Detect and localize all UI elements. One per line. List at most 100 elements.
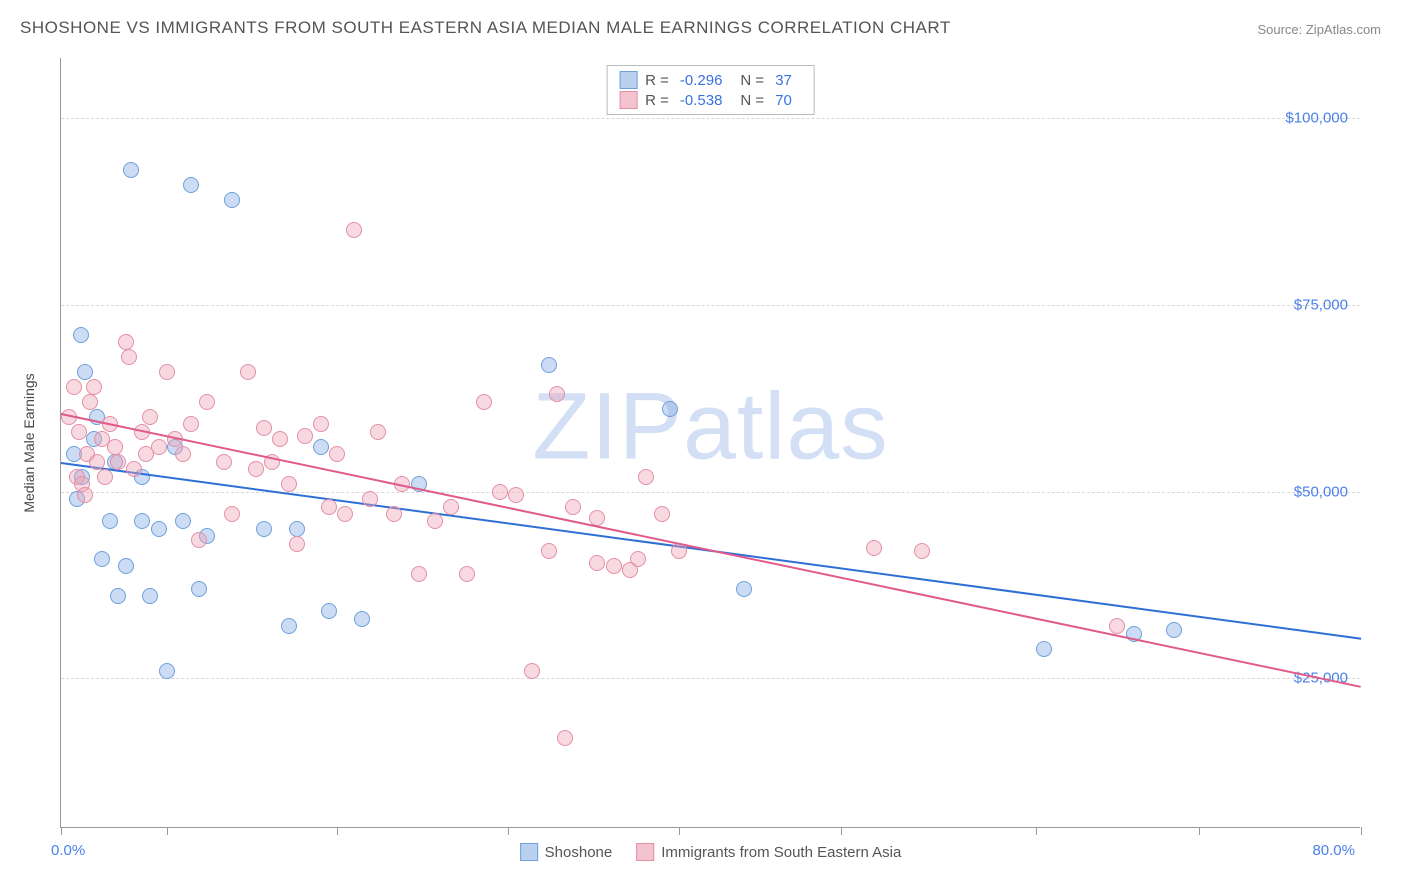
swatch-series-2-bottom [636, 843, 654, 861]
x-tick [1036, 827, 1037, 835]
x-tick [1199, 827, 1200, 835]
data-point [313, 439, 329, 455]
data-point [638, 469, 654, 485]
data-point [151, 521, 167, 537]
data-point [248, 461, 264, 477]
x-tick [508, 827, 509, 835]
gridline [61, 678, 1360, 679]
x-tick [679, 827, 680, 835]
gridline [61, 492, 1360, 493]
chart-title: SHOSHONE VS IMMIGRANTS FROM SOUTH EASTER… [20, 18, 951, 38]
data-point [151, 439, 167, 455]
legend-item-series-2: Immigrants from South Eastern Asia [636, 843, 901, 861]
x-tick [1361, 827, 1362, 835]
x-axis-min-label: 0.0% [51, 842, 85, 859]
data-point [508, 487, 524, 503]
data-point [1166, 622, 1182, 638]
legend-item-series-1: Shoshone [520, 843, 613, 861]
data-point [541, 543, 557, 559]
data-point [159, 364, 175, 380]
gridline [61, 118, 1360, 119]
data-point [134, 513, 150, 529]
data-point [386, 506, 402, 522]
data-point [89, 454, 105, 470]
x-tick [61, 827, 62, 835]
y-tick-label: $75,000 [1294, 296, 1348, 313]
data-point [191, 532, 207, 548]
data-point [443, 499, 459, 515]
y-tick-label: $100,000 [1285, 109, 1348, 126]
regression-line [61, 413, 1361, 688]
data-point [736, 581, 752, 597]
x-tick [337, 827, 338, 835]
data-point [82, 394, 98, 410]
data-point [362, 491, 378, 507]
data-point [557, 730, 573, 746]
data-point [606, 558, 622, 574]
data-point [411, 566, 427, 582]
data-point [329, 446, 345, 462]
data-point [159, 663, 175, 679]
data-point [654, 506, 670, 522]
data-point [589, 555, 605, 571]
data-point [565, 499, 581, 515]
data-point [272, 431, 288, 447]
data-point [256, 420, 272, 436]
data-point [662, 401, 678, 417]
data-point [123, 162, 139, 178]
data-point [121, 349, 137, 365]
data-point [73, 327, 89, 343]
data-point [97, 469, 113, 485]
data-point [313, 416, 329, 432]
data-point [77, 364, 93, 380]
data-point [289, 536, 305, 552]
plot-area: Median Male Earnings 0.0% 80.0% ZIPatlas… [60, 58, 1360, 828]
data-point [524, 663, 540, 679]
data-point [297, 428, 313, 444]
data-point [549, 386, 565, 402]
data-point [321, 499, 337, 515]
data-point [66, 379, 82, 395]
data-point [107, 439, 123, 455]
legend-series: Shoshone Immigrants from South Eastern A… [520, 843, 902, 861]
swatch-series-1 [619, 71, 637, 89]
data-point [118, 334, 134, 350]
data-point [86, 379, 102, 395]
data-point [337, 506, 353, 522]
y-axis-title: Median Male Earnings [21, 373, 37, 512]
data-point [224, 506, 240, 522]
data-point [142, 588, 158, 604]
data-point [589, 510, 605, 526]
data-point [77, 487, 93, 503]
swatch-series-2 [619, 91, 637, 109]
data-point [118, 558, 134, 574]
legend-row-series-2: R =-0.538 N =70 [619, 90, 802, 110]
legend-label-series-1: Shoshone [545, 844, 613, 861]
data-point [370, 424, 386, 440]
data-point [191, 581, 207, 597]
data-point [492, 484, 508, 500]
data-point [142, 409, 158, 425]
data-point [224, 192, 240, 208]
data-point [110, 588, 126, 604]
data-point [1036, 641, 1052, 657]
legend-row-series-1: R =-0.296 N =37 [619, 70, 802, 90]
data-point [281, 618, 297, 634]
data-point [354, 611, 370, 627]
data-point [541, 357, 557, 373]
data-point [216, 454, 232, 470]
data-point [110, 454, 126, 470]
source-label: Source: ZipAtlas.com [1257, 22, 1381, 37]
watermark: ZIPatlas [532, 373, 888, 482]
swatch-series-1-bottom [520, 843, 538, 861]
data-point [199, 394, 215, 410]
data-point [289, 521, 305, 537]
data-point [175, 513, 191, 529]
data-point [183, 177, 199, 193]
legend-correlation: R =-0.296 N =37 R =-0.538 N =70 [606, 65, 815, 115]
data-point [1109, 618, 1125, 634]
data-point [459, 566, 475, 582]
data-point [427, 513, 443, 529]
gridline [61, 305, 1360, 306]
data-point [346, 222, 362, 238]
